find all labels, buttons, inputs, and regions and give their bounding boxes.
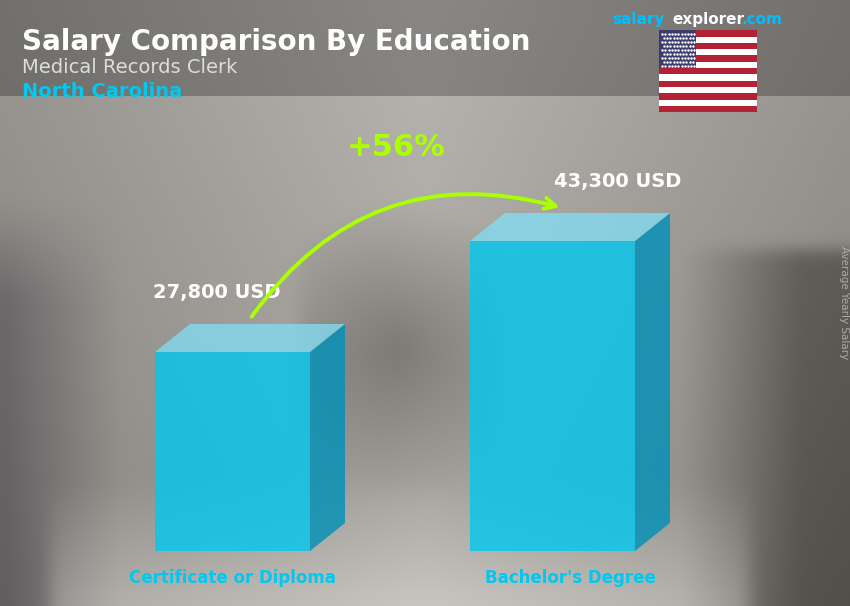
Bar — [659, 68, 756, 75]
Bar — [659, 62, 756, 68]
Bar — [659, 30, 756, 36]
Text: 43,300 USD: 43,300 USD — [554, 172, 681, 191]
Bar — [659, 49, 756, 56]
Text: +56%: +56% — [347, 133, 445, 162]
Bar — [659, 87, 756, 93]
Text: Certificate or Diploma: Certificate or Diploma — [129, 569, 336, 587]
Bar — [659, 81, 756, 87]
Bar — [659, 99, 756, 106]
Bar — [659, 30, 696, 68]
Polygon shape — [155, 352, 310, 551]
Polygon shape — [470, 213, 670, 241]
Bar — [659, 56, 756, 62]
Bar — [0, 0, 850, 96]
Polygon shape — [470, 241, 635, 551]
Bar — [659, 93, 756, 99]
Bar — [659, 43, 756, 49]
Text: .com: .com — [742, 12, 783, 27]
Polygon shape — [635, 213, 670, 551]
Bar — [659, 36, 756, 43]
Bar — [659, 75, 756, 81]
Polygon shape — [155, 324, 345, 352]
Text: Bachelor's Degree: Bachelor's Degree — [484, 569, 655, 587]
Text: 27,800 USD: 27,800 USD — [153, 283, 280, 302]
Text: Average Yearly Salary: Average Yearly Salary — [839, 247, 849, 359]
Text: explorer: explorer — [672, 12, 744, 27]
Text: North Carolina: North Carolina — [22, 82, 182, 101]
Text: salary: salary — [612, 12, 665, 27]
Polygon shape — [310, 324, 345, 551]
Bar — [659, 106, 756, 112]
Text: Medical Records Clerk: Medical Records Clerk — [22, 58, 237, 77]
Text: Salary Comparison By Education: Salary Comparison By Education — [22, 28, 530, 56]
